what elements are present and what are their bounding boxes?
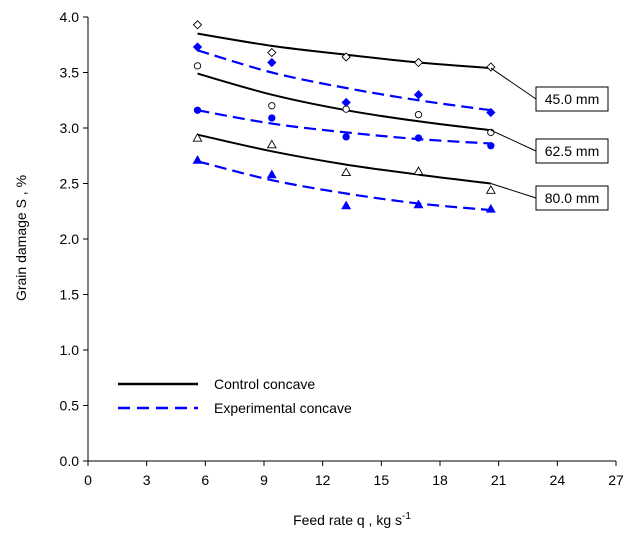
- callout-leader-1: [490, 129, 537, 152]
- legend: Control concave Experimental concave: [118, 376, 352, 416]
- callout-box-1: [535, 138, 609, 164]
- control-point: [487, 128, 495, 137]
- experimental-fit-line-2: [197, 160, 491, 212]
- control-point: [341, 52, 351, 62]
- y-tick-label: 2.0: [60, 231, 80, 247]
- experimental-fit-line-1: [197, 109, 491, 145]
- control-point: [341, 167, 352, 177]
- callout-leader-2: [490, 183, 537, 199]
- experimental-point: [268, 114, 276, 122]
- experimental-point: [192, 42, 203, 52]
- experimental-fit-line-0: [197, 49, 491, 112]
- x-axis-title-main: Feed rate q , kg s: [293, 512, 402, 528]
- control-point: [413, 166, 424, 175]
- x-tick-label: 6: [201, 472, 209, 488]
- control-point: [485, 185, 496, 194]
- y-tick-label: 0.0: [60, 453, 80, 469]
- control-point: [414, 111, 423, 119]
- y-axis-title: Grain damage S , %: [13, 175, 29, 301]
- y-tick-label: 3.0: [60, 120, 80, 136]
- experimental-point: [192, 155, 203, 164]
- axes: 0.0 0.5 1.0 1.5 2.0 2.5 3.0 3.5 4.0 0 3 6 9 12 15 18 21 2…: [60, 9, 624, 488]
- experimental-point: [341, 200, 352, 210]
- x-tick-label: 21: [491, 472, 507, 488]
- experimental-point: [267, 57, 277, 68]
- x-tick-label: 24: [550, 472, 566, 488]
- control-point: [266, 139, 277, 149]
- control-point: [267, 47, 277, 58]
- x-tick-label: 3: [143, 472, 151, 488]
- control-point: [342, 105, 350, 113]
- legend-control-label: Control concave: [214, 376, 315, 392]
- y-tick-label: 0.5: [60, 398, 80, 414]
- callout-box-0: [535, 86, 609, 112]
- callout-leader-0: [490, 67, 537, 100]
- experimental-point: [193, 106, 202, 114]
- x-axis-title: Feed rate q , kg s-1: [293, 511, 411, 528]
- x-tick-label: 9: [260, 472, 268, 488]
- control-point: [192, 132, 203, 142]
- control-point: [268, 102, 276, 110]
- callout-box-2: [535, 185, 609, 211]
- group-callouts: 45.0 mm 62.5 mm 80.0 mm: [490, 67, 609, 211]
- control-point: [192, 20, 203, 30]
- callout-label-2: 80.0 mm: [545, 190, 599, 206]
- y-tick-label: 2.5: [60, 176, 80, 192]
- x-tick-label: 0: [84, 472, 92, 488]
- legend-experimental-label: Experimental concave: [214, 400, 352, 416]
- experimental-point: [413, 199, 424, 209]
- y-tick-label: 4.0: [60, 9, 80, 25]
- x-axis-title-superscript: -1: [402, 511, 411, 522]
- experimental-point: [413, 90, 424, 100]
- x-tick-label: 18: [432, 472, 448, 488]
- experimental-point: [486, 107, 496, 118]
- experimental-point: [487, 142, 495, 150]
- axis-titles: Feed rate q , kg s-1 Grain damage S , %: [13, 175, 411, 528]
- experimental-point: [414, 134, 423, 142]
- control-point: [413, 57, 424, 68]
- y-tick-label: 3.5: [60, 65, 80, 81]
- x-tick-label: 27: [608, 472, 624, 488]
- control-fit-line-2: [197, 133, 491, 185]
- experimental-point: [485, 203, 496, 213]
- callout-label-1: 62.5 mm: [545, 143, 599, 159]
- y-tick-label: 1.5: [60, 287, 80, 303]
- experimental-point: [266, 169, 277, 179]
- data-markers: [192, 20, 496, 213]
- x-tick-label: 15: [374, 472, 390, 488]
- y-tick-label: 1.0: [60, 342, 80, 358]
- control-point: [193, 62, 202, 70]
- experimental-point: [342, 133, 350, 141]
- x-tick-label: 12: [315, 472, 331, 488]
- callout-label-0: 45.0 mm: [545, 91, 599, 107]
